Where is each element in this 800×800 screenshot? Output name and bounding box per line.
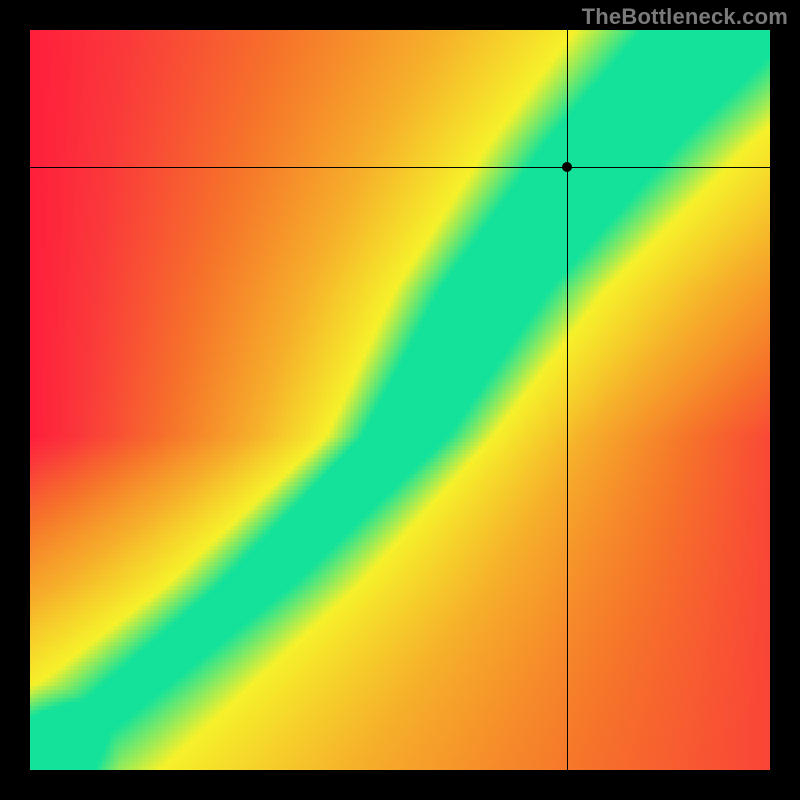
watermark-text: TheBottleneck.com (582, 4, 788, 30)
root: TheBottleneck.com (0, 0, 800, 800)
crosshair-vertical (567, 30, 568, 770)
crosshair-marker (562, 162, 572, 172)
bottleneck-heatmap (0, 0, 800, 800)
crosshair-horizontal (30, 167, 770, 168)
